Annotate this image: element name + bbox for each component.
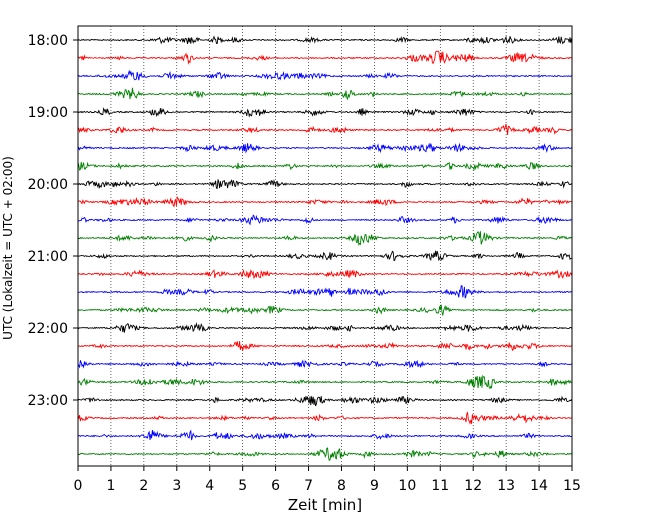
- seismic-trace: [77, 195, 572, 208]
- x-tick-label: 10: [398, 478, 416, 494]
- seismic-trace: [77, 285, 572, 299]
- seismic-trace: [77, 411, 572, 425]
- seismic-trace: [77, 250, 572, 262]
- y-tick-label: 20:00: [28, 177, 68, 193]
- seismic-trace: [77, 447, 572, 461]
- seismic-trace: [77, 69, 572, 81]
- x-tick-label: 7: [304, 478, 313, 494]
- x-tick-label: 5: [238, 478, 247, 494]
- seismic-trace: [77, 124, 572, 135]
- seismic-trace: [77, 179, 572, 190]
- x-tick-label: 13: [497, 478, 515, 494]
- x-tick-label: 1: [106, 478, 115, 494]
- seismic-trace: [77, 214, 572, 226]
- x-tick-label: 12: [464, 478, 482, 494]
- vertical-grid: [110, 26, 540, 466]
- x-tick-label: 8: [337, 478, 346, 494]
- seismic-trace: [77, 161, 572, 171]
- y-tick-label: 18:00: [28, 33, 68, 49]
- y-tick-label: 22:00: [28, 321, 68, 337]
- seismic-trace: [77, 395, 572, 407]
- x-tick-label: 2: [139, 478, 148, 494]
- y-tick-label: 23:00: [28, 393, 68, 409]
- x-tick-label: 14: [530, 478, 548, 494]
- seismic-trace: [77, 142, 572, 154]
- x-tick-label: 3: [172, 478, 181, 494]
- x-tick-label: 0: [74, 478, 83, 494]
- seismic-trace: [77, 87, 572, 101]
- seismic-trace: [77, 341, 572, 352]
- x-axis-ticks: 0 1 2 3 4 5 6 7 8 9 10 11 12 13 14 15: [74, 466, 581, 494]
- plot-frame: [77, 25, 573, 467]
- x-tick-label: 9: [370, 478, 379, 494]
- y-axis-ticks: 18:00 19:00 20:00 21:00 22:00 23:00: [28, 33, 78, 409]
- x-axis-label: Zeit [min]: [288, 496, 362, 514]
- seismic-trace: [77, 231, 572, 246]
- seismic-trace: [77, 35, 573, 45]
- seismic-trace: [77, 374, 572, 390]
- y-tick-label: 21:00: [28, 249, 68, 265]
- x-tick-label: 11: [431, 478, 449, 494]
- x-tick-label: 6: [271, 478, 280, 494]
- seismic-trace: [77, 107, 572, 118]
- seismic-trace: [77, 50, 572, 65]
- y-tick-label: 19:00: [28, 105, 68, 121]
- y-axis-label: UTC (Lokalzeit = UTC + 02:00): [1, 156, 15, 340]
- x-tick-label: 4: [205, 478, 214, 494]
- seismic-trace: [77, 269, 573, 280]
- seismic-traces: [77, 35, 573, 461]
- x-tick-label: 15: [563, 478, 581, 494]
- seismic-trace: [77, 359, 572, 369]
- seismic-trace: [77, 321, 572, 333]
- seismic-trace: [77, 304, 572, 316]
- seismic-trace: [77, 429, 572, 441]
